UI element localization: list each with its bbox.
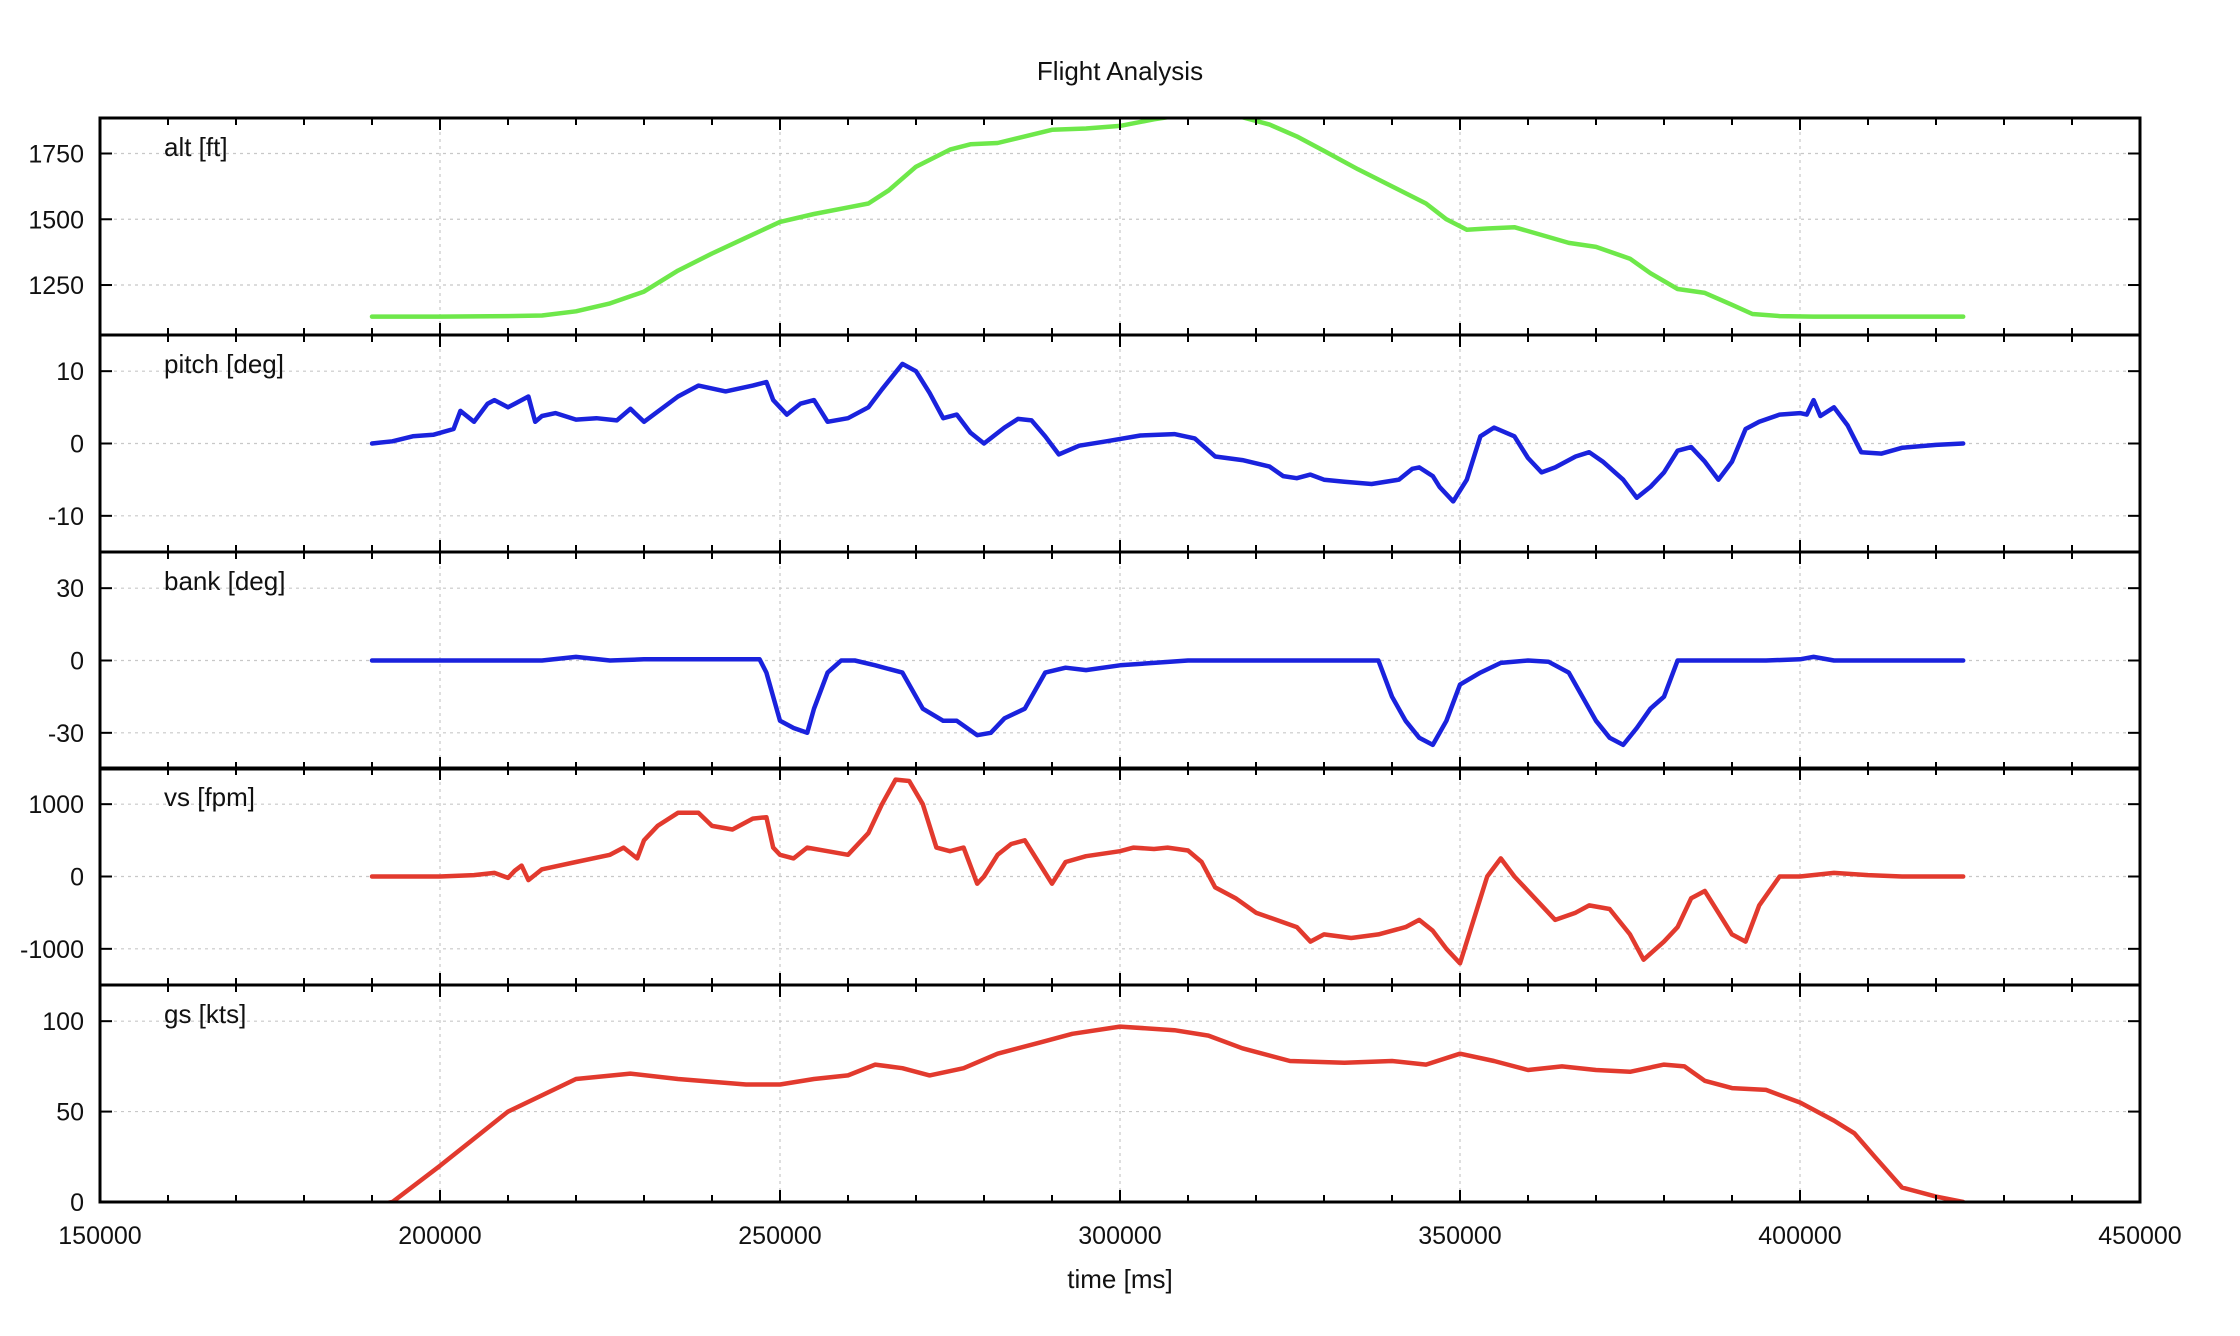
panel-alt-y-ticks: 1250 1500 1750	[28, 141, 2140, 300]
y-tick-label: 1500	[28, 206, 84, 234]
y-tick-label: 0	[70, 864, 84, 892]
panel-vs-grid	[100, 768, 2140, 985]
panel-label-bank: bank [deg]	[164, 566, 285, 596]
y-tick-label: 1000	[28, 791, 84, 819]
y-tick-label: 1250	[28, 272, 84, 300]
series-line-alt	[369, 118, 1966, 319]
x-tick-label: 400000	[1758, 1222, 1841, 1250]
panel-pitch-y-ticks: -10 0 10	[48, 358, 2140, 531]
x-tick-label: 150000	[58, 1222, 141, 1250]
panel-gs: 0 50 100 gs [kts]	[42, 983, 2142, 1217]
y-tick-label: -30	[48, 720, 84, 748]
series-line-vs	[369, 777, 1966, 966]
y-tick-label: 0	[70, 1189, 84, 1217]
y-tick-label: 0	[70, 648, 84, 676]
panel-pitch-grid	[100, 335, 2140, 552]
panel-bank: -30 0 30 bank [deg]	[48, 550, 2142, 771]
panel-label-vs: vs [fpm]	[164, 782, 255, 812]
panel-label-gs: gs [kts]	[164, 999, 246, 1029]
series-line-bank	[369, 654, 1966, 748]
panel-label-pitch: pitch [deg]	[164, 349, 284, 379]
panel-vs: -1000 0 1000 vs [fpm]	[20, 766, 2142, 987]
panel-label-alt: alt [ft]	[164, 132, 228, 162]
y-tick-label: 30	[56, 575, 84, 603]
chart-title: Flight Analysis	[1037, 56, 1203, 86]
panel-alt-grid	[100, 118, 2140, 335]
x-axis-label: time [ms]	[1067, 1264, 1172, 1294]
series-line-pitch	[369, 361, 1966, 504]
x-tick-label: 350000	[1418, 1222, 1501, 1250]
x-tick-labels: 150000 200000 250000 300000 350000 400000 4500…	[58, 1222, 2181, 1250]
x-tick-label: 250000	[738, 1222, 821, 1250]
panel-gs-x-ticks	[99, 985, 2141, 1202]
y-tick-label: -1000	[20, 936, 84, 964]
x-tick-label: 200000	[398, 1222, 481, 1250]
y-tick-label: 50	[56, 1099, 84, 1127]
y-tick-label: 0	[70, 431, 84, 459]
y-tick-label: -10	[48, 503, 84, 531]
series-line-gs	[379, 1024, 1966, 1202]
panel-pitch-x-ticks	[99, 335, 2141, 552]
panels-layer: 1250 1500 1750 alt [ft] -10 0 10 pitch [deg] -30…	[20, 116, 2142, 1217]
panel-alt: 1250 1500 1750 alt [ft]	[28, 116, 2142, 337]
panel-gs-grid	[100, 985, 2140, 1203]
panel-pitch: -10 0 10 pitch [deg]	[48, 333, 2142, 554]
y-tick-label: 1750	[28, 141, 84, 169]
panel-vs-y-ticks: -1000 0 1000	[20, 791, 2140, 964]
y-tick-label: 100	[42, 1008, 84, 1036]
panel-bank-grid	[100, 552, 2140, 769]
y-tick-label: 10	[56, 358, 84, 386]
x-tick-label: 450000	[2098, 1222, 2181, 1250]
x-tick-label: 300000	[1078, 1222, 1161, 1250]
panel-bank-y-ticks: -30 0 30	[48, 575, 2140, 748]
panel-gs-y-ticks: 0 50 100	[42, 1008, 2140, 1217]
